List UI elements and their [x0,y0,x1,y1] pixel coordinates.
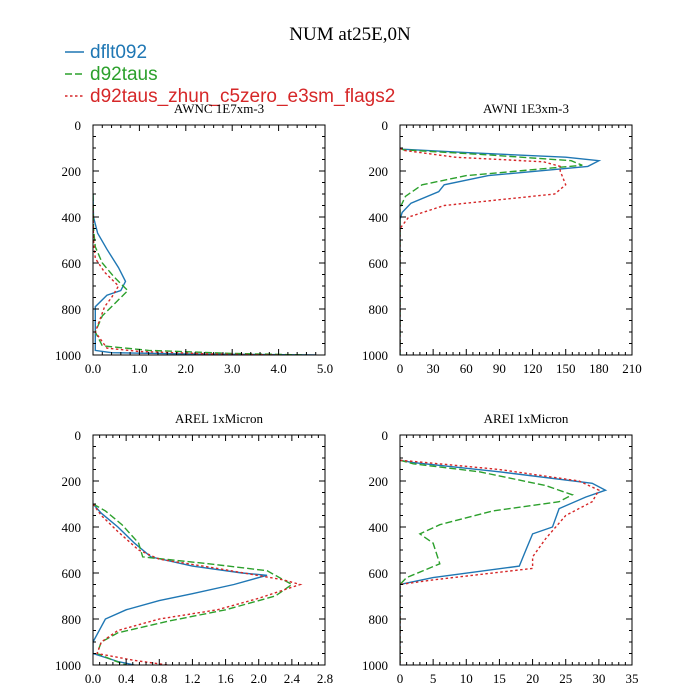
x-tick-label: 0.0 [85,361,101,376]
panel-title: AWNI 1E3xm-3 [483,101,569,116]
figure-title: NUM at25E,0N [289,24,411,45]
y-tick-label: 0 [382,428,389,443]
y-tick-label: 1000 [362,348,388,363]
y-tick-label: 200 [62,164,82,179]
x-tick-label: 5 [430,671,437,686]
series-line [400,147,602,355]
x-tick-label: 2.8 [317,671,333,686]
plot-frame [399,434,633,666]
series-line [93,503,268,665]
plot-frame [399,124,633,356]
series-line [93,503,294,665]
x-tick-label: 2.0 [178,361,194,376]
panel-arei: AREI 1xMicron 0 5 10 15 20 25 30 35 0 200 400 600 800… [362,411,639,686]
y-tick-label: 800 [369,612,389,627]
y-tick-label: 600 [369,566,389,581]
y-tick-label: 800 [369,302,389,317]
x-tick-label: 180 [589,361,609,376]
y-tick-label: 400 [62,210,82,225]
panel-awni: AWNI 1E3xm-3 0 30 60 90 120 150 180 210 0 200 400 60… [362,101,642,376]
plot-frame [92,124,326,356]
panels: AWNC 1E7xm-30.0 1.0 2.0 3.0 4.0 5.00200400600… [55,101,642,686]
x-tick-label: 60 [460,361,473,376]
y-tick-label: 400 [369,520,389,535]
panel-arel: AREL 1xMicron 0.0 0.4 0.8 1.2 1.6 2.0 2.4 2.8 0 20… [55,411,333,686]
x-tick-label: 4.0 [270,361,286,376]
panel-title: AREI 1xMicron [484,411,569,426]
series-line [400,147,567,355]
x-tick-label: 30 [427,361,440,376]
y-tick-label: 1000 [362,658,388,673]
y-tick-label: 1000 [55,348,81,363]
series-line [93,193,316,355]
x-tick-label: 0.8 [151,671,167,686]
series-line [400,459,575,665]
x-tick-label: 210 [622,361,642,376]
legend-entry: d92taus [65,64,158,85]
x-tick-label: 25 [559,671,572,686]
x-tick-label: 90 [493,361,506,376]
x-tick-label: 3.0 [224,361,240,376]
x-tick-label: 0 [397,361,404,376]
series-line [93,503,303,665]
panel-title: AREL 1xMicron [175,411,263,426]
y-tick-label: 400 [62,520,82,535]
x-tick-label: 0 [397,671,404,686]
series-line [400,459,600,665]
legend-label: d92taus [90,64,158,85]
y-tick-label: 600 [62,566,82,581]
legend: dflt092d92tausd92taus_zhun_c5zero_e3sm_f… [65,42,395,107]
series-line [400,147,583,355]
y-tick-label: 600 [62,256,82,271]
y-tick-label: 0 [75,118,82,133]
panel-awnc: AWNC 1E7xm-3 0.0 1.0 2.0 3.0 4.0 5.0 0 200 400 600… [55,101,333,376]
panel-title: AWNC 1E7xm-3 [174,101,264,116]
x-tick-label: 0.0 [85,671,101,686]
legend-label: d92taus_zhun_c5zero_e3sm_flags2 [90,86,395,107]
x-tick-label: 1.0 [131,361,147,376]
y-tick-label: 600 [369,256,389,271]
x-tick-label: 35 [626,671,639,686]
y-tick-label: 200 [369,474,389,489]
x-tick-label: 1.6 [217,671,234,686]
y-tick-label: 200 [62,474,82,489]
y-tick-label: 800 [62,612,82,627]
x-tick-label: 10 [460,671,473,686]
y-tick-label: 800 [62,302,82,317]
x-tick-label: 20 [526,671,539,686]
x-tick-label: 0.4 [118,671,135,686]
x-tick-label: 120 [523,361,543,376]
legend-entry: d92taus_zhun_c5zero_e3sm_flags2 [65,86,395,107]
series-line [93,193,307,355]
series-line [400,459,608,665]
legend-entry: dflt092 [65,42,147,63]
y-tick-label: 0 [75,428,82,443]
y-tick-label: 400 [369,210,389,225]
x-tick-label: 30 [592,671,605,686]
x-tick-label: 5.0 [317,361,333,376]
series-line [93,205,279,355]
legend-label: dflt092 [90,42,147,63]
x-tick-label: 150 [556,361,576,376]
y-tick-label: 200 [369,164,389,179]
x-tick-label: 1.2 [184,671,200,686]
x-tick-label: 2.0 [251,671,267,686]
y-tick-label: 1000 [55,658,81,673]
y-tick-label: 0 [382,118,389,133]
x-tick-label: 2.4 [284,671,301,686]
x-tick-label: 15 [493,671,506,686]
